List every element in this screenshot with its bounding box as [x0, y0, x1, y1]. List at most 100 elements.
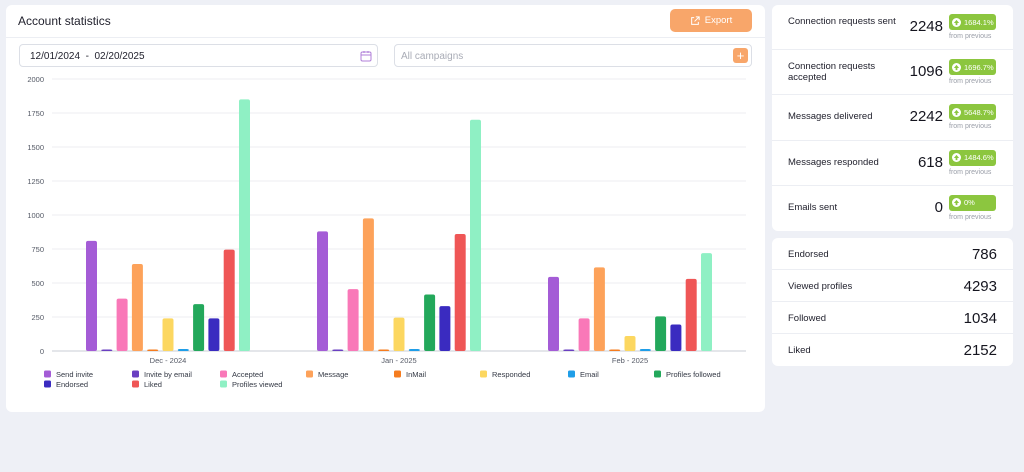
y-tick-label: 750	[31, 245, 44, 254]
arrow-up-icon	[952, 198, 961, 208]
stat-row: Connection requests sent 2248 1684.1% from …	[772, 5, 1013, 51]
growth-badge-value: 1696.7%	[964, 62, 994, 72]
bar-profiles-viewed	[239, 99, 250, 352]
bar-profiles-followed	[193, 304, 205, 351]
bar-endorsed	[208, 318, 220, 351]
bar-send-invite	[548, 276, 559, 351]
growth-badge: 1484.6%	[949, 149, 996, 166]
bar-message	[593, 267, 605, 351]
bar-chart: 0 250 500 750 1000 1250 1500 1750 2000 Dec - 2024…	[27, 75, 746, 389]
bar-accepted	[347, 289, 359, 351]
bar-profiles-viewed	[470, 119, 481, 351]
stat-row: Followed 1034	[772, 302, 1013, 334]
growth-badge-value: 5648.7%	[964, 107, 994, 117]
legend-label: InMail	[406, 370, 426, 379]
arrow-up-icon	[952, 17, 961, 27]
stat-value: 2152	[963, 342, 997, 359]
stat-label: Followed	[788, 313, 827, 324]
bar-responded	[393, 317, 405, 351]
engagement-stats-card: Endorsed 786 Viewed profiles 4293 Followed 10…	[772, 238, 1013, 366]
bar-message	[362, 218, 374, 351]
legend-label: Endorsed	[56, 380, 88, 389]
bar-liked	[685, 278, 697, 351]
legend-label: Responded	[492, 370, 530, 379]
stat-label: Messages delivered	[788, 111, 873, 123]
stat-label: Endorsed	[788, 249, 829, 260]
bar-endorsed	[439, 306, 451, 351]
y-tick-label: 1750	[27, 109, 44, 118]
growth-badge-value: 0%	[964, 198, 975, 208]
stat-value: 618	[917, 153, 943, 171]
stat-label: Liked	[788, 345, 811, 356]
x-tick-label: Feb - 2025	[612, 356, 648, 365]
stat-label: Viewed profiles	[788, 281, 853, 292]
bar-send-invite	[86, 240, 97, 351]
export-label: Export	[704, 15, 733, 26]
legend-label: Accepted	[232, 370, 263, 379]
growth-badge-value: 1684.1%	[964, 17, 994, 27]
legend-label: Liked	[144, 380, 162, 389]
card-header: Account statistics Export	[6, 5, 765, 38]
bar-profiles-followed	[655, 316, 667, 351]
legend-label: Invite by email	[144, 370, 192, 379]
stat-label: Connection requests sent	[788, 16, 896, 27]
bar-inmail	[147, 349, 159, 351]
bar-accepted	[116, 298, 128, 351]
stat-value: 1034	[963, 310, 997, 327]
legend-swatch	[132, 370, 139, 378]
stat-label: Connection requests accepted	[788, 61, 876, 84]
export-button[interactable]: Export	[670, 9, 752, 32]
legend-label: Profiles followed	[666, 370, 721, 379]
calendar-icon[interactable]	[360, 50, 372, 62]
bar-send-invite	[317, 231, 328, 351]
legend-swatch	[44, 380, 51, 388]
y-tick-label: 1500	[27, 143, 44, 152]
add-campaign-button[interactable]: +	[733, 48, 748, 63]
stat-value: 2248	[909, 18, 943, 35]
arrow-up-icon	[952, 107, 961, 117]
y-tick-label: 1250	[27, 177, 44, 186]
date-range-input[interactable]: 12/01/2024 - 02/20/2025	[19, 44, 378, 67]
bar-liked	[223, 249, 235, 351]
bar-invite-by-email	[332, 349, 344, 351]
legend-swatch	[568, 370, 575, 378]
x-tick-label: Dec - 2024	[150, 356, 187, 365]
bar-inmail	[609, 349, 621, 351]
stat-subtext: from previous	[949, 78, 992, 86]
outreach-stats-card: Connection requests sent 2248 1684.1% from …	[772, 5, 1013, 231]
legend-swatch	[132, 380, 139, 388]
page-title: Account statistics	[18, 14, 111, 28]
plus-icon: +	[736, 48, 745, 63]
legend-swatch	[480, 370, 487, 378]
stat-value: 2242	[909, 108, 943, 126]
legend-swatch	[220, 380, 227, 388]
legend-label: Message	[318, 370, 348, 379]
stat-row: Messages responded 618 1484.6% from previou…	[772, 141, 1013, 186]
legend-swatch	[654, 370, 661, 378]
legend-label: Email	[580, 370, 599, 379]
stat-row: Connection requests accepted 1096 1696.7% f…	[772, 50, 1013, 96]
stat-subtext: from previous	[949, 213, 992, 221]
growth-badge: 1696.7%	[949, 59, 996, 76]
legend-label: Profiles viewed	[232, 380, 282, 389]
bar-accepted	[578, 318, 590, 351]
stat-label: Emails sent	[788, 201, 838, 213]
bar-endorsed	[670, 324, 682, 351]
stat-value: 1096	[909, 63, 943, 81]
bar-responded	[624, 336, 636, 351]
stat-row: Endorsed 786	[772, 238, 1013, 270]
campaign-placeholder: All campaigns	[401, 51, 464, 62]
bar-profiles-followed	[424, 294, 436, 351]
bar-profiles-viewed	[701, 253, 712, 351]
stat-value: 0	[934, 198, 943, 216]
stat-subtext: from previous	[949, 123, 992, 131]
y-tick-label: 0	[40, 347, 44, 356]
stat-label: Messages responded	[788, 156, 879, 168]
bar-email	[639, 348, 651, 351]
legend-swatch	[44, 370, 51, 378]
bar-invite-by-email	[101, 349, 113, 351]
legend-swatch	[394, 370, 401, 378]
campaign-select[interactable]: All campaigns +	[394, 44, 752, 67]
bar-email	[177, 348, 189, 351]
stat-subtext: from previous	[949, 168, 992, 176]
